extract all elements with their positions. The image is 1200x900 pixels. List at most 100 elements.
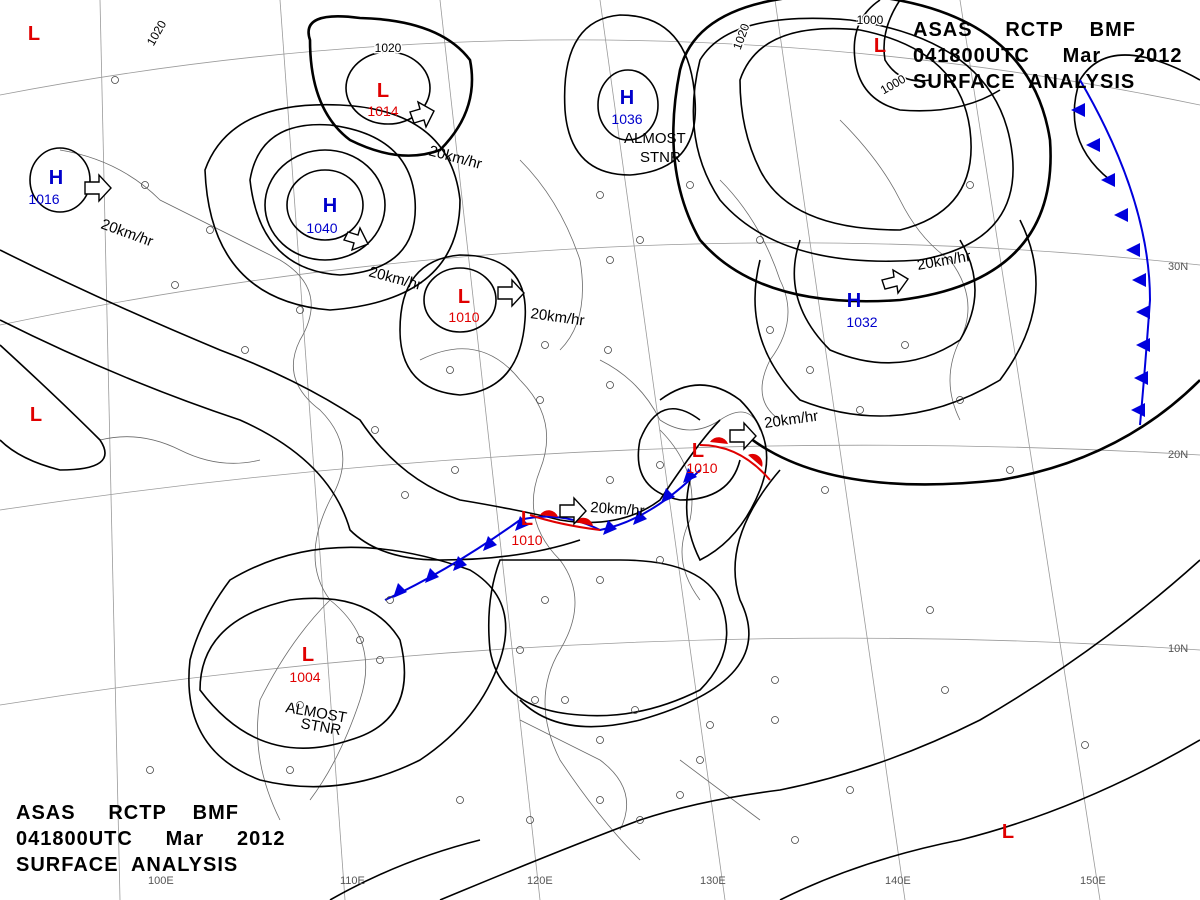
station-marker (806, 366, 814, 374)
lon-label: 150E (1080, 875, 1106, 887)
cold-front-pip (603, 520, 617, 535)
isobar (204, 103, 461, 311)
isobar (264, 149, 386, 261)
cold-front-pip (1131, 403, 1145, 417)
cold-front-pip (483, 536, 497, 551)
isobar (739, 27, 972, 231)
isobar (188, 546, 507, 788)
high-center-letter: H (620, 87, 634, 109)
lon-label: 130E (700, 875, 726, 887)
low-center-letter: L (302, 644, 314, 666)
low-center-letter: L (28, 23, 40, 45)
isobar (519, 469, 781, 728)
high-center-value: 1040 (306, 220, 337, 236)
isobar (0, 249, 721, 524)
lon-label: 120E (527, 875, 553, 887)
station-marker (696, 756, 704, 764)
motion-label: 20km/hr (99, 216, 156, 251)
station-marker (286, 766, 294, 774)
isobar (754, 219, 1037, 417)
isobar (286, 169, 364, 241)
cold-front-pip (661, 488, 675, 503)
isobar (637, 408, 741, 501)
isobar-labels: 1020 1020 1020 1000 1000 (142, 12, 910, 99)
low-center-letter: L (874, 35, 886, 57)
status-label: STNR (299, 715, 342, 739)
low-center-value: 1004 (289, 669, 320, 685)
station-marker (656, 461, 664, 469)
low-center-letter: L (1002, 821, 1014, 843)
cold-front-pip (453, 556, 467, 571)
high-center-letter: H (847, 290, 861, 312)
station-marker (296, 306, 304, 314)
station-marker (656, 556, 664, 564)
isobar (249, 123, 417, 276)
footer-line-3: SURFACE ANALYSIS (16, 854, 239, 876)
high-center-letter: H (323, 195, 337, 217)
station-marker (1006, 466, 1014, 474)
pressure-centers: L 1014 H 1036 H 1016 H 1040 L 1010 H 103… (28, 23, 1014, 843)
cold-front-pip (1101, 173, 1115, 187)
station-marker (926, 606, 934, 614)
cold-front-pip (1114, 208, 1128, 222)
map-header: ASAS RCTP BMF 041800UTC Mar 2012 SURFACE… (913, 17, 1182, 95)
station-marker (171, 281, 179, 289)
station-marker (596, 736, 604, 744)
station-marker (386, 596, 394, 604)
station-marker (966, 181, 974, 189)
station-marker (771, 676, 779, 684)
motion-arrows (84, 100, 910, 526)
motion-label: 20km/hr (916, 248, 972, 274)
station-marker (596, 191, 604, 199)
station-marker (636, 236, 644, 244)
coastlines (59, 119, 969, 861)
station-plots (111, 76, 1089, 844)
isobar (399, 254, 527, 396)
isobar (739, 379, 1200, 486)
isobar (487, 559, 728, 717)
station-marker (941, 686, 949, 694)
header-line-3: SURFACE ANALYSIS (913, 71, 1136, 93)
high-center-value: 1032 (846, 314, 877, 330)
isobar (307, 15, 474, 157)
station-marker (1081, 741, 1089, 749)
isobar-label: 1020 (375, 41, 402, 55)
station-marker (541, 341, 549, 349)
station-marker (856, 406, 864, 414)
station-marker (206, 226, 214, 234)
isobar (0, 319, 581, 561)
isobar (563, 14, 697, 176)
station-marker (596, 796, 604, 804)
graticule-labels: 100E 110E 120E 130E 140E 150E 30N 20N 10… (148, 261, 1188, 887)
high-center-value: 1016 (28, 191, 59, 207)
low-center-value: 1014 (367, 103, 398, 119)
station-marker (516, 646, 524, 654)
station-marker (791, 836, 799, 844)
isobar (659, 384, 768, 562)
station-marker (561, 696, 569, 704)
station-marker (451, 466, 459, 474)
status-label: STNR (640, 149, 681, 166)
cold-front-pip (1071, 103, 1085, 117)
station-marker (456, 796, 464, 804)
station-marker (446, 366, 454, 374)
station-marker (241, 346, 249, 354)
isobar-label: 1000 (857, 13, 884, 27)
low-center-letter: L (377, 80, 389, 102)
status-labels: ALMOST STNR ALMOST STNR (284, 130, 685, 739)
isobar (345, 51, 431, 125)
station-marker (141, 181, 149, 189)
motion-label: 20km/hr (590, 499, 645, 520)
footer-line-2: 041800UTC Mar 2012 (16, 828, 286, 850)
station-marker (111, 76, 119, 84)
isobar-label: 1020 (730, 21, 752, 51)
station-marker (401, 491, 409, 499)
station-marker (371, 426, 379, 434)
station-marker (606, 476, 614, 484)
low-center-letter: L (521, 508, 533, 530)
isobar (779, 739, 1200, 900)
isobar (672, 0, 1052, 303)
cold-front-pip (1134, 371, 1148, 385)
station-marker (956, 396, 964, 404)
isobar (439, 559, 1200, 900)
